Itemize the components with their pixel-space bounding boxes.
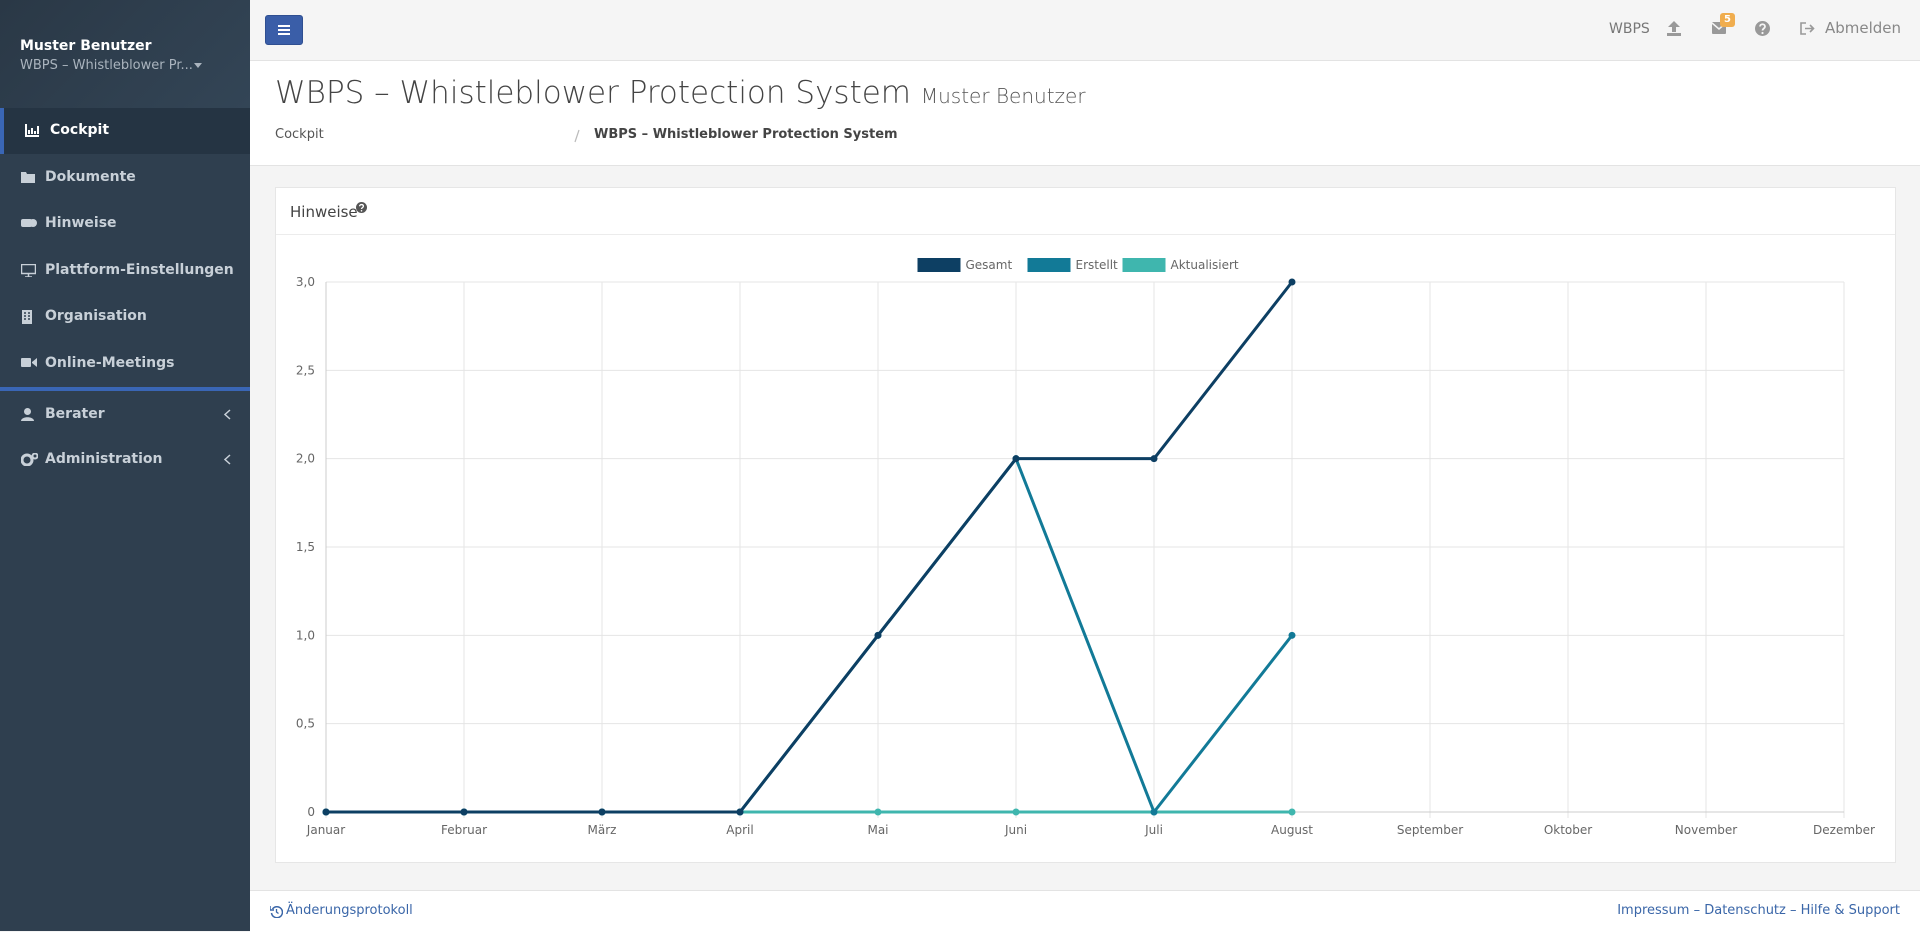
- x-tick-label: August: [1271, 823, 1313, 837]
- upload-icon[interactable]: [1667, 21, 1681, 36]
- series-line: [326, 281, 1294, 814]
- menu-item[interactable]: Cockpit: [0, 108, 250, 154]
- data-point: [874, 808, 882, 816]
- menu-label: Cockpit: [50, 122, 110, 138]
- x-tick-label: Juni: [1004, 823, 1027, 837]
- help-icon[interactable]: [356, 202, 367, 213]
- menu-item[interactable]: Organisation: [0, 294, 250, 340]
- footer-links[interactable]: Impressum – Datenschutz – Hilfe & Suppor…: [1617, 903, 1900, 918]
- legend-label: Gesamt: [966, 258, 1013, 272]
- changelog-link[interactable]: Änderungsprotokoll: [286, 903, 413, 918]
- logout-link[interactable]: Abmelden: [1825, 19, 1902, 37]
- x-tick-label: Februar: [441, 823, 487, 837]
- sidebar: Muster Benutzer WBPS – Whistleblower Pr.…: [0, 0, 250, 931]
- menu-item[interactable]: Hinweise: [0, 201, 250, 247]
- data-point: [1012, 808, 1020, 816]
- data-point: [460, 808, 468, 816]
- logout-icon: [1800, 22, 1815, 35]
- chevron: [224, 454, 231, 465]
- breadcrumb-link[interactable]: Cockpit: [275, 127, 324, 142]
- menu-label: Plattform-Einstellungen: [45, 262, 234, 278]
- x-tick-label: Januar: [306, 823, 345, 837]
- y-tick-label: 1,5: [296, 540, 315, 554]
- panel-divider: [276, 234, 1895, 235]
- menu-label: Administration: [45, 451, 163, 467]
- panel-title: Hinweise: [290, 203, 358, 221]
- x-tick-label: März: [588, 823, 617, 837]
- menu-label: Organisation: [45, 308, 147, 324]
- history-icon: [270, 906, 283, 918]
- breadcrumb-current: WBPS – Whistleblower Protection System: [594, 127, 898, 142]
- notification-badge: 5: [1720, 13, 1735, 27]
- page-header: WBPS – Whistleblower Protection System M…: [250, 61, 1920, 166]
- x-tick-label: Mai: [867, 823, 888, 837]
- x-tick-label: Juli: [1144, 823, 1163, 837]
- footer: Änderungsprotokoll Impressum – Datenschu…: [250, 890, 1920, 932]
- data-point: [598, 808, 606, 816]
- menu-item[interactable]: Online-Meetings: [0, 341, 250, 387]
- icon: [21, 358, 37, 367]
- separator: [0, 387, 250, 391]
- user-name: Muster Benutzer: [20, 38, 152, 54]
- legend-swatch: [1122, 258, 1166, 272]
- menu-label: Online-Meetings: [45, 355, 175, 371]
- legend-swatch: [917, 258, 961, 272]
- brand-link[interactable]: WBPS: [1609, 21, 1650, 37]
- menu-label: Hinweise: [45, 215, 117, 231]
- icon: [21, 219, 37, 227]
- y-tick-label: 1,0: [296, 628, 315, 642]
- data-point: [1288, 278, 1296, 286]
- caret: [194, 63, 202, 68]
- y-tick-label: 3,0: [296, 275, 315, 289]
- context-switch[interactable]: WBPS – Whistleblower Pr...: [20, 58, 193, 73]
- data-point: [1012, 455, 1020, 463]
- icon: [278, 25, 290, 35]
- legend-swatch: [1027, 258, 1071, 272]
- breadcrumb-separator: [574, 129, 580, 143]
- x-tick-label: Dezember: [1813, 823, 1875, 837]
- chart: 0 0,5 1,0 1,5 2,0 2,5 3,0 Januar Februar März Apri…: [296, 258, 1875, 837]
- user-box: Muster Benutzer WBPS – Whistleblower Pr.…: [0, 0, 250, 108]
- title-text: WBPS – Whistleblower Protection System: [275, 75, 911, 111]
- icon: [25, 124, 39, 137]
- icon: [21, 172, 35, 183]
- data-point: [1288, 631, 1296, 639]
- menu-label: Berater: [45, 406, 105, 422]
- x-tick-label: September: [1397, 823, 1463, 837]
- x-tick-label: November: [1675, 823, 1737, 837]
- x-tick-label: April: [726, 823, 753, 837]
- x-tick-label: Oktober: [1544, 823, 1592, 837]
- icon: [21, 453, 38, 466]
- y-tick-label: 0: [307, 805, 315, 819]
- page-subtitle: Muster Benutzer: [920, 84, 1086, 108]
- data-point: [874, 631, 882, 639]
- help-icon[interactable]: [1755, 21, 1770, 36]
- menu-item[interactable]: Plattform-Einstellungen: [0, 248, 250, 294]
- data-point: [1288, 808, 1296, 816]
- data-point: [322, 808, 330, 816]
- panel: Hinweise: [275, 187, 1896, 863]
- page-title: WBPS – Whistleblower Protection System M…: [275, 75, 1086, 111]
- top-bar: WBPS 5 Abmelden: [250, 0, 1920, 61]
- menu-label: Dokumente: [45, 169, 136, 185]
- data-point: [1150, 808, 1158, 816]
- chevron: [224, 409, 231, 420]
- legend-label: Aktualisiert: [1171, 258, 1239, 272]
- legend-label: Erstellt: [1076, 258, 1119, 272]
- icon: [21, 264, 36, 277]
- menu-toggle[interactable]: [265, 15, 303, 45]
- data-point: [1150, 455, 1158, 463]
- menu-item[interactable]: Berater: [0, 392, 250, 438]
- y-tick-label: 2,5: [296, 363, 315, 377]
- icon: [22, 310, 32, 324]
- menu-item[interactable]: Administration: [0, 437, 250, 483]
- menu-item[interactable]: Dokumente: [0, 155, 250, 201]
- data-point: [736, 808, 744, 816]
- y-tick-label: 2,0: [296, 452, 315, 466]
- icon: [21, 408, 34, 421]
- y-tick-label: 0,5: [296, 717, 315, 731]
